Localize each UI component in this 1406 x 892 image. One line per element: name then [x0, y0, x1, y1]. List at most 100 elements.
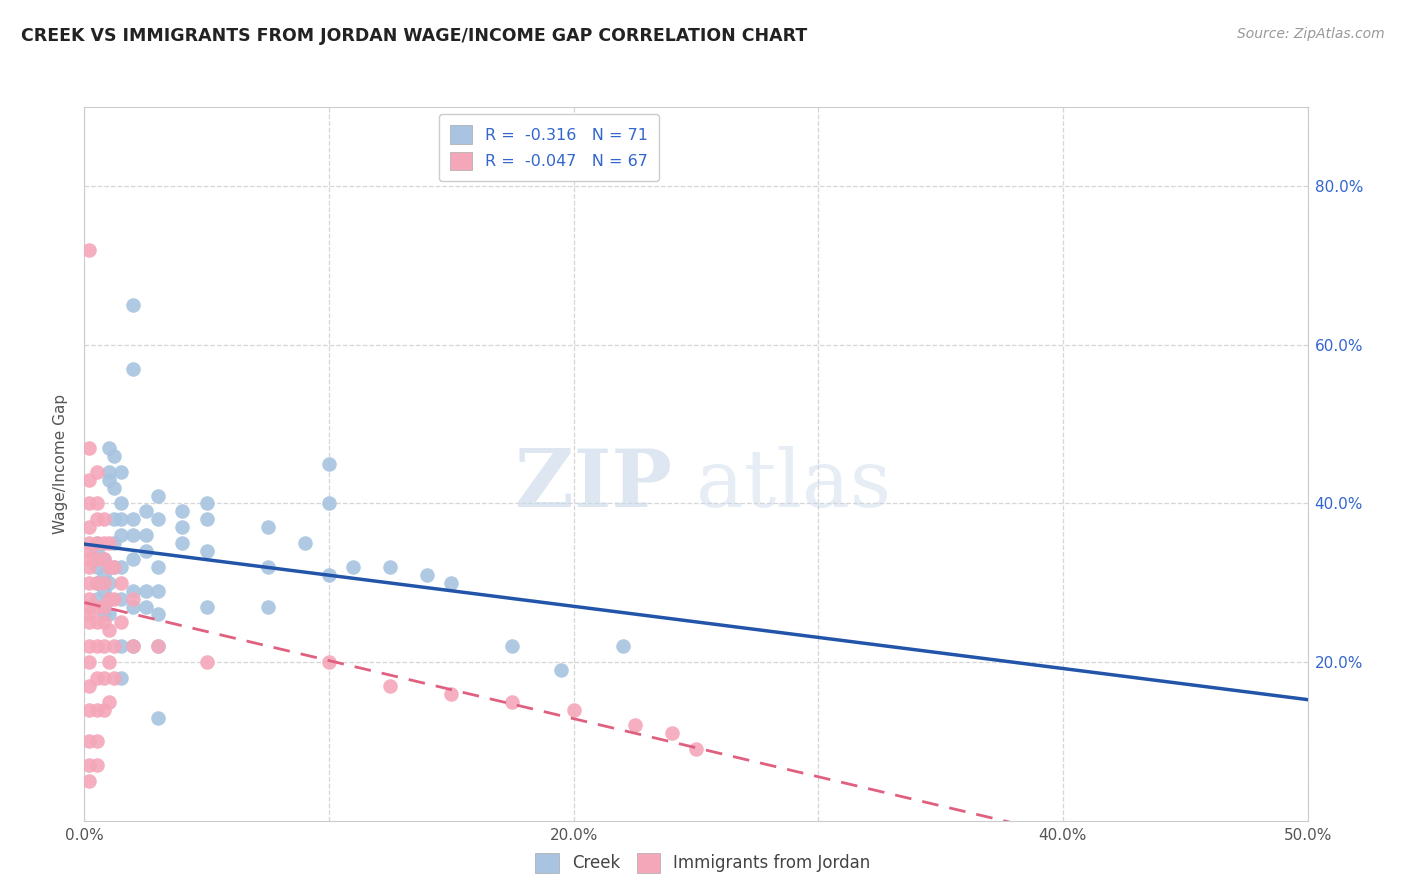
- Point: [86, 575, 108, 590]
- Point: [77, 758, 100, 772]
- Point: [86, 465, 108, 479]
- Point: [380, 679, 402, 693]
- Point: [86, 552, 108, 566]
- Point: [342, 560, 364, 574]
- Point: [146, 710, 169, 724]
- Point: [122, 583, 145, 598]
- Point: [318, 567, 340, 582]
- Point: [103, 591, 125, 606]
- Point: [77, 639, 100, 653]
- Point: [612, 639, 634, 653]
- Point: [195, 544, 218, 558]
- Point: [77, 599, 100, 614]
- Text: ZIP: ZIP: [515, 446, 672, 524]
- Point: [135, 583, 157, 598]
- Point: [502, 695, 524, 709]
- Point: [77, 734, 100, 748]
- Point: [77, 520, 100, 534]
- Point: [93, 671, 115, 685]
- Point: [86, 560, 108, 574]
- Point: [122, 639, 145, 653]
- Point: [97, 607, 120, 622]
- Point: [146, 607, 169, 622]
- Point: [93, 703, 115, 717]
- Point: [93, 536, 115, 550]
- Point: [86, 758, 108, 772]
- Point: [86, 703, 108, 717]
- Legend: R =  -0.316   N = 71, R =  -0.047   N = 67: R = -0.316 N = 71, R = -0.047 N = 67: [439, 114, 659, 181]
- Point: [440, 575, 463, 590]
- Point: [86, 536, 108, 550]
- Point: [97, 441, 120, 455]
- Point: [257, 560, 280, 574]
- Point: [97, 560, 120, 574]
- Point: [86, 544, 108, 558]
- Point: [93, 567, 115, 582]
- Point: [97, 695, 120, 709]
- Point: [77, 607, 100, 622]
- Point: [93, 512, 115, 526]
- Point: [86, 591, 108, 606]
- Point: [86, 639, 108, 653]
- Point: [77, 496, 100, 510]
- Point: [146, 583, 169, 598]
- Point: [146, 639, 169, 653]
- Point: [97, 560, 120, 574]
- Point: [103, 671, 125, 685]
- Point: [103, 481, 125, 495]
- Point: [110, 615, 132, 630]
- Point: [97, 473, 120, 487]
- Point: [97, 591, 120, 606]
- Point: [195, 655, 218, 669]
- Point: [103, 512, 125, 526]
- Point: [86, 536, 108, 550]
- Point: [77, 591, 100, 606]
- Text: atlas: atlas: [696, 446, 891, 524]
- Point: [195, 599, 218, 614]
- Point: [110, 591, 132, 606]
- Point: [77, 615, 100, 630]
- Point: [77, 243, 100, 257]
- Point: [77, 552, 100, 566]
- Point: [110, 639, 132, 653]
- Point: [195, 512, 218, 526]
- Point: [93, 575, 115, 590]
- Point: [86, 575, 108, 590]
- Point: [86, 512, 108, 526]
- Point: [97, 465, 120, 479]
- Point: [97, 655, 120, 669]
- Point: [318, 655, 340, 669]
- Point: [318, 496, 340, 510]
- Point: [110, 496, 132, 510]
- Point: [77, 655, 100, 669]
- Point: [93, 599, 115, 614]
- Point: [122, 528, 145, 542]
- Point: [294, 536, 316, 550]
- Point: [77, 560, 100, 574]
- Legend: Creek, Immigrants from Jordan: Creek, Immigrants from Jordan: [529, 847, 877, 880]
- Point: [135, 544, 157, 558]
- Point: [416, 567, 439, 582]
- Text: Source: ZipAtlas.com: Source: ZipAtlas.com: [1237, 27, 1385, 41]
- Point: [93, 599, 115, 614]
- Point: [77, 575, 100, 590]
- Point: [318, 457, 340, 471]
- Point: [195, 496, 218, 510]
- Point: [685, 742, 707, 756]
- Point: [122, 298, 145, 312]
- Point: [86, 599, 108, 614]
- Point: [122, 512, 145, 526]
- Point: [172, 504, 194, 518]
- Point: [103, 560, 125, 574]
- Point: [110, 512, 132, 526]
- Point: [135, 528, 157, 542]
- Point: [77, 703, 100, 717]
- Point: [122, 639, 145, 653]
- Point: [97, 624, 120, 638]
- Point: [110, 560, 132, 574]
- Point: [97, 536, 120, 550]
- Text: CREEK VS IMMIGRANTS FROM JORDAN WAGE/INCOME GAP CORRELATION CHART: CREEK VS IMMIGRANTS FROM JORDAN WAGE/INC…: [21, 27, 807, 45]
- Point: [103, 639, 125, 653]
- Point: [146, 560, 169, 574]
- Point: [77, 774, 100, 789]
